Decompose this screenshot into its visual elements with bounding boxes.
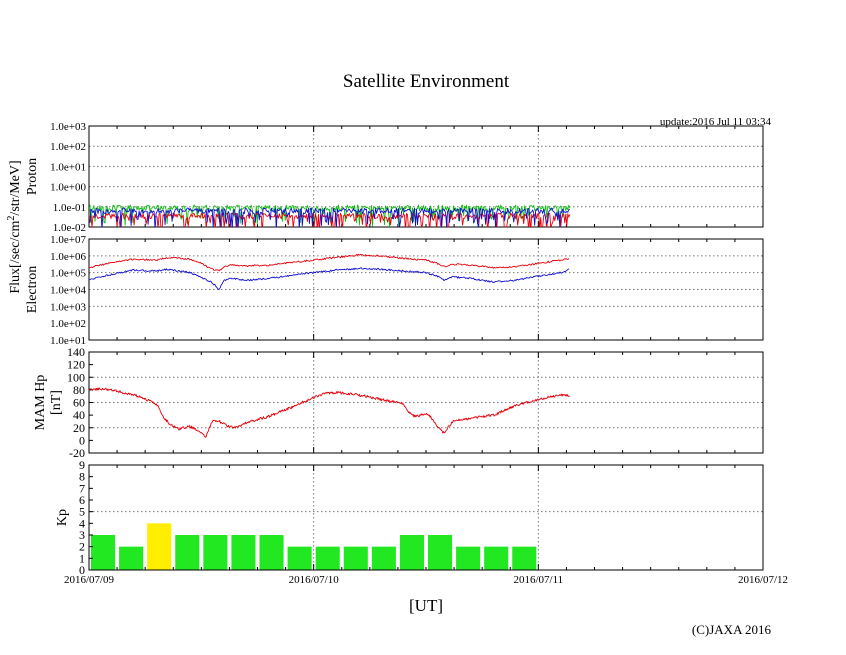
shared-y-axis-label-sup: 2 (6, 216, 17, 221)
proton-series-blue (89, 207, 571, 227)
mam-hp-y-tick-label: 0 (79, 433, 85, 447)
shared-y-axis-label-suffix: /str/MeV] (8, 160, 23, 215)
mam-hp-y-tick-label: 120 (67, 358, 85, 372)
kp-bar (231, 535, 256, 570)
electron-y-tick-label: 1.0e+03 (50, 301, 86, 313)
electron-y-tick-label: 1.0e+05 (50, 268, 86, 280)
proton-line-blue (89, 207, 571, 227)
mam-hp-y-axis-label: MAM Hp (33, 375, 48, 431)
proton-series-red (89, 212, 571, 227)
x-tick-label: 2016/07/09 (64, 574, 115, 586)
kp-bar (399, 535, 424, 570)
kp-y-tick-label: 8 (79, 470, 85, 484)
proton-series-green (89, 204, 571, 227)
electron-panel: 1.0e+07 1.0e+06 1.0e+05 1.0e+04 1.0e+03 1.0e+… (25, 234, 764, 347)
electron-y-tick-label: 1.0e+04 (50, 285, 86, 297)
electron-line-red (88, 253, 570, 272)
proton-y-tick-label: 1.0e+00 (50, 182, 86, 194)
electron-y-tick-label: 1.0e+06 (50, 251, 86, 263)
kp-bar (343, 546, 368, 570)
electron-y-tick-label: 1.0e+02 (50, 318, 86, 330)
x-tick-label: 2016/07/10 (289, 574, 340, 586)
update-timestamp: update:2016 Jul 11 03:34 (660, 116, 772, 128)
kp-bar (484, 546, 509, 570)
x-tick-label: 2016/07/12 (738, 574, 788, 586)
kp-bar (512, 546, 537, 570)
mam-hp-y-tick-label: 60 (73, 396, 85, 410)
proton-y-tick-label: 1.0e+01 (50, 161, 86, 173)
mam-hp-y-tick-label: 20 (73, 421, 85, 435)
proton-y-tick-label: 1.0e+03 (50, 121, 86, 133)
mam-hp-y-axis-unit: [nT] (49, 390, 64, 415)
kp-bar (119, 546, 144, 570)
mam-hp-y-tick-label: 140 (67, 345, 85, 359)
kp-y-tick-label: 6 (79, 493, 85, 507)
electron-y-tick-label: 1.0e+07 (50, 234, 86, 246)
kp-bar (371, 546, 396, 570)
proton-line-red (89, 212, 571, 227)
proton-line-green (89, 204, 571, 227)
electron-y-tick-label: 1.0e+01 (50, 335, 86, 347)
x-tick-label: 2016/07/11 (513, 574, 563, 586)
kp-y-tick-label: 0 (79, 563, 85, 577)
kp-y-tick-label: 4 (79, 516, 85, 530)
kp-y-axis-label: Kp (55, 509, 70, 526)
mam-hp-y-tick-label: 100 (67, 370, 85, 384)
kp-bar (287, 546, 312, 570)
proton-y-tick-label: 1.0e-01 (53, 202, 86, 214)
kp-bar (456, 546, 481, 570)
mam-hp-y-tick-label: 80 (73, 383, 85, 397)
mam-hp-y-tick-label: -20 (69, 446, 85, 460)
kp-bar (259, 535, 284, 570)
proton-panel: 1.0e+03 1.0e+02 1.0e+01 1.0e+00 1.0e-01 1.0e-… (25, 121, 764, 234)
mam-hp-y-tick-label: 40 (73, 408, 85, 422)
kp-y-tick-label: 9 (79, 458, 85, 472)
proton-y-tick-label: 1.0e+02 (50, 141, 86, 153)
kp-y-tick-label: 2 (79, 540, 85, 554)
proton-y-axis-label: Proton (25, 158, 40, 195)
panels: 1.0e+03 1.0e+02 1.0e+01 1.0e+00 1.0e-01 1.0e-… (25, 121, 788, 586)
electron-line-blue (89, 267, 570, 290)
kp-bar (175, 535, 200, 570)
kp-y-tick-label: 5 (79, 505, 85, 519)
electron-y-axis-label: Electron (25, 266, 40, 313)
kp-bar (91, 535, 116, 570)
shared-y-axis-label-prefix: Flux[/sec/cm (8, 220, 23, 293)
chart-title: Satellite Environment (343, 71, 510, 92)
proton-y-tick-label: 1.0e-02 (53, 222, 86, 234)
shared-y-axis-label: Flux[/sec/cm2/str/MeV] (6, 160, 23, 293)
kp-bar (428, 535, 453, 570)
kp-y-tick-label: 1 (79, 551, 85, 565)
kp-y-tick-label: 3 (79, 528, 85, 542)
copyright-notice: (C)JAXA 2016 (692, 622, 772, 637)
kp-bar (147, 523, 172, 570)
x-axis-label: [UT] (409, 596, 443, 615)
kp-y-tick-label: 7 (79, 481, 85, 495)
kp-bar (203, 535, 228, 570)
kp-bar (315, 546, 340, 570)
mam-hp-line (88, 387, 570, 438)
